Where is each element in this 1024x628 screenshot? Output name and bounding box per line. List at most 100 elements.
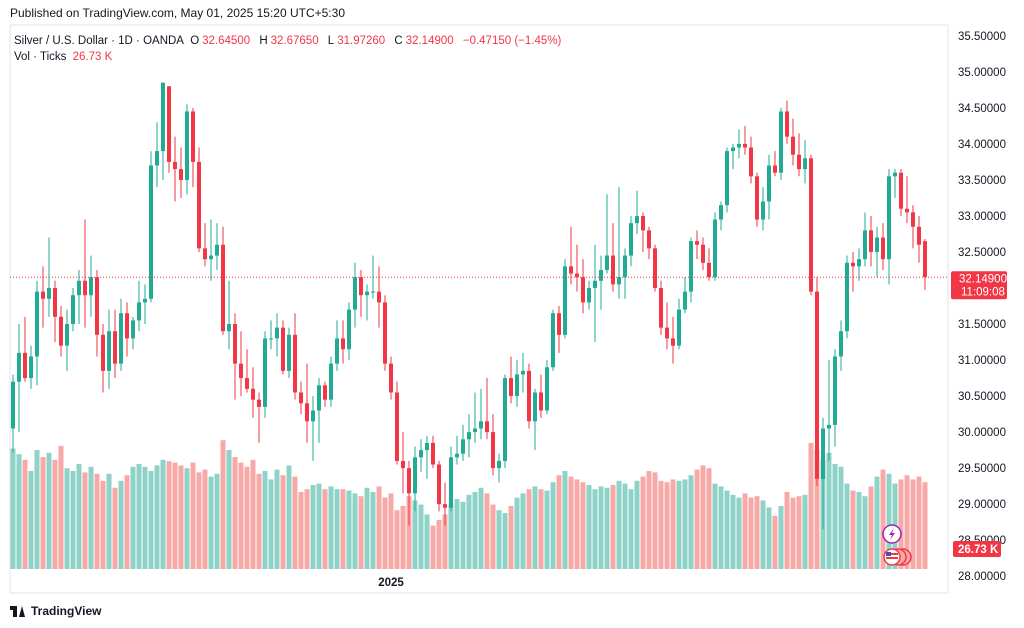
candle-body <box>563 266 567 335</box>
price-tick-label: 35.50000 <box>958 31 1006 43</box>
candle-body <box>251 388 255 400</box>
legend-high-value: 32.67650 <box>270 35 319 47</box>
candle-body <box>131 320 135 339</box>
last-price-tag: 32.14900 11:09:08 <box>951 271 1007 300</box>
volume-bar <box>304 489 310 569</box>
price-tick-label: 31.00000 <box>958 355 1006 367</box>
candle-body <box>323 385 327 400</box>
price-tick-label: 32.50000 <box>958 247 1006 259</box>
volume-tag: 26.73 K <box>953 541 1001 557</box>
us-flag-events-icon[interactable] <box>883 548 912 566</box>
volume-bar <box>340 489 346 569</box>
volume-bar <box>658 480 664 569</box>
candle-body <box>299 392 303 404</box>
volume-bar <box>436 520 442 569</box>
volume-bar <box>910 479 916 569</box>
volume-bar <box>34 450 40 569</box>
volume-bar <box>502 513 508 569</box>
candle-body <box>611 255 615 285</box>
volume-bar <box>382 497 388 569</box>
volume-bar <box>616 480 622 569</box>
candle-body <box>59 316 63 346</box>
volume-bar <box>592 489 598 569</box>
candle-body <box>287 334 291 371</box>
candle-body <box>227 324 231 332</box>
candle-body <box>215 244 219 256</box>
countdown-label: 11:09:08 <box>961 286 1005 298</box>
volume-bar <box>298 492 304 569</box>
candle-body <box>395 392 399 461</box>
volume-bar <box>292 476 298 569</box>
lightning-icon[interactable] <box>882 524 902 544</box>
volume-bar <box>874 476 880 569</box>
candle-body <box>791 136 795 155</box>
candle-body <box>917 226 921 245</box>
legend-close-value: 32.14900 <box>405 35 454 47</box>
candle-body <box>809 158 813 292</box>
legend-change: −0.47150 (−1.45%) <box>462 35 562 47</box>
candle-body <box>881 237 885 260</box>
candle-body <box>173 161 177 170</box>
candle-body <box>857 259 861 267</box>
volume-bar <box>778 506 784 569</box>
volume-bar <box>478 487 484 569</box>
footer-brand[interactable]: TradingView <box>10 604 101 618</box>
volume-bar <box>352 493 358 569</box>
candle-body <box>473 428 477 433</box>
volume-bar <box>574 479 580 569</box>
volume-bar <box>448 504 454 569</box>
candle-body <box>359 277 363 296</box>
price-tick-label: 34.00000 <box>958 139 1006 151</box>
candle-body <box>425 442 429 451</box>
legend-volume-label[interactable]: Vol · Ticks <box>14 51 67 63</box>
legend-open-value: 32.64500 <box>202 35 251 47</box>
volume-bar <box>802 494 808 569</box>
volume-bar <box>46 452 52 569</box>
candle-body <box>95 277 99 335</box>
candle-body <box>401 460 405 469</box>
candle-body <box>41 291 45 299</box>
volume-bar <box>772 515 778 569</box>
candle-body <box>599 269 603 281</box>
volume-bar <box>790 497 796 569</box>
volume-bar <box>868 486 874 569</box>
volume-bar <box>682 479 688 569</box>
candle-body <box>365 291 369 296</box>
candle-body <box>419 450 423 458</box>
volume-bar <box>742 493 748 569</box>
candle-body <box>875 237 879 252</box>
candle-body <box>305 403 309 422</box>
volume-bar <box>580 482 586 569</box>
volume-bar <box>844 483 850 569</box>
candle-body <box>125 313 129 339</box>
volume-bar <box>106 473 112 569</box>
candle-body <box>527 370 531 422</box>
candle-body <box>689 241 693 292</box>
price-tick-label: 29.50000 <box>958 463 1006 475</box>
volume-bar <box>622 483 628 569</box>
legend-close-label: C <box>394 35 403 47</box>
time-axis: 2025 <box>378 577 404 589</box>
candle-body <box>821 428 825 479</box>
candle-body <box>179 169 183 180</box>
volume-bar <box>880 469 886 569</box>
legend-open-label: O <box>190 35 200 47</box>
candle-body <box>119 313 123 364</box>
volume-bar <box>28 471 34 569</box>
candle-body <box>575 273 579 278</box>
legend-symbol[interactable]: Silver / U.S. Dollar · 1D · OANDA <box>14 35 184 47</box>
candle-body <box>773 165 777 173</box>
price-axis: 35.50000 35.00000 34.50000 34.00000 33.50000… <box>958 31 1006 583</box>
candle-body <box>89 277 93 296</box>
volume-bar <box>514 497 520 569</box>
candle-body <box>731 147 735 152</box>
volume-bar <box>628 489 634 569</box>
volume-bar <box>268 479 274 569</box>
volume-bar <box>730 494 736 569</box>
volume-bar <box>544 490 550 569</box>
volume-bar <box>136 464 142 569</box>
volume-bar <box>532 486 538 569</box>
volume-bar <box>640 476 646 569</box>
candle-body <box>743 143 747 148</box>
